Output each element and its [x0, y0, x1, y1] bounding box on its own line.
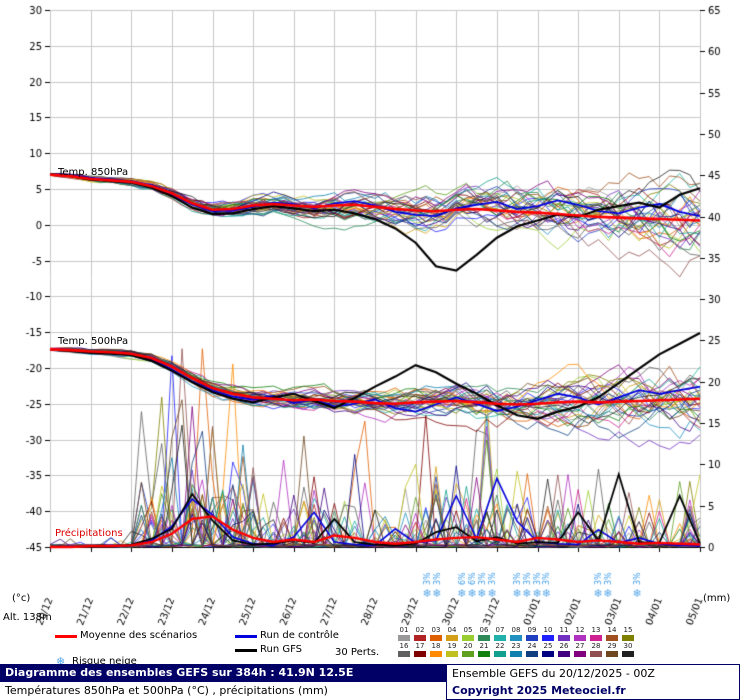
pert-number: 01 — [399, 626, 409, 634]
pert-number: 10 — [543, 626, 553, 634]
pert-color-swatch — [478, 635, 490, 641]
altitude-label: Alt. 138m — [3, 612, 52, 623]
pert-color-swatch — [526, 651, 538, 657]
pert-number: 14 — [607, 626, 617, 634]
pert-color-swatch — [558, 635, 570, 641]
pert-color-swatch — [430, 651, 442, 657]
pert-number: 18 — [431, 642, 441, 650]
pert-number: 29 — [607, 642, 617, 650]
pert-number: 05 — [463, 626, 473, 634]
temp-500-label: Temp. 500hPa — [58, 336, 129, 347]
right-axis-unit: (mm) — [703, 593, 731, 604]
diagram-title: Diagramme des ensembles GEFS sur 384h : … — [0, 664, 446, 682]
pert-number: 15 — [623, 626, 633, 634]
pert-number: 09 — [527, 626, 537, 634]
pert-number: 25 — [543, 642, 553, 650]
pert-color-swatch — [430, 635, 442, 641]
pert-number: 17 — [415, 642, 425, 650]
pert-color-swatch — [526, 635, 538, 641]
precipitations-label: Précipitations — [55, 528, 123, 539]
legend-perts-label: 30 Perts. — [335, 647, 380, 658]
pert-color-swatch — [510, 635, 522, 641]
perturbations-legend: 01 02 03 04 05 06 07 08 09 10 11 12 13 14 15 16 17 18 19 20… — [397, 626, 643, 662]
pert-color-swatch — [510, 651, 522, 657]
pert-color-swatch — [414, 635, 426, 641]
gfs-line-swatch — [235, 649, 257, 652]
pert-number: 19 — [447, 642, 457, 650]
pert-number: 23 — [511, 642, 521, 650]
pert-color-swatch — [558, 651, 570, 657]
pert-color-swatch — [574, 635, 586, 641]
legend-mean-label: Moyenne des scénarios — [80, 630, 198, 641]
pert-color-swatch — [398, 635, 410, 641]
copyright: Copyright 2025 Meteociel.fr — [447, 682, 739, 699]
pert-number: 27 — [575, 642, 585, 650]
pert-number: 30 — [623, 642, 633, 650]
pert-number: 02 — [415, 626, 425, 634]
pert-number: 21 — [479, 642, 489, 650]
pert-number: 28 — [591, 642, 601, 650]
pert-color-swatch — [542, 635, 554, 641]
pert-color-swatch — [462, 651, 474, 657]
ensemble-chart-canvas — [0, 0, 740, 634]
snowflake-icon: ❄ — [56, 655, 66, 668]
pert-color-swatch — [414, 651, 426, 657]
legend-gfs-label: Run GFS — [260, 644, 303, 655]
pert-color-swatch — [606, 635, 618, 641]
pert-color-swatch — [446, 651, 458, 657]
pert-color-swatch — [574, 651, 586, 657]
pert-number: 13 — [591, 626, 601, 634]
pert-number: 20 — [463, 642, 473, 650]
pert-color-swatch — [494, 635, 506, 641]
pert-color-swatch — [622, 651, 634, 657]
legend-control-label: Run de contrôle — [260, 630, 339, 641]
pert-number: 04 — [447, 626, 457, 634]
pert-color-swatch — [478, 651, 490, 657]
pert-number: 11 — [559, 626, 569, 634]
diagram-subtitle: Températures 850hPa et 500hPa (°C) , pré… — [0, 682, 446, 700]
pert-color-swatch — [606, 651, 618, 657]
legend-snow-label: Risque neige — [72, 656, 137, 667]
footer-right: Ensemble GEFS du 20/12/2025 - 00Z Copyri… — [446, 664, 740, 700]
pert-color-swatch — [590, 635, 602, 641]
pert-number: 26 — [559, 642, 569, 650]
temp-850-label: Temp. 850hPa — [58, 167, 129, 178]
run-info: Ensemble GEFS du 20/12/2025 - 00Z — [447, 665, 739, 682]
pert-color-swatch — [398, 651, 410, 657]
control-line-swatch — [235, 635, 257, 638]
pert-number: 03 — [431, 626, 441, 634]
pert-color-swatch — [494, 651, 506, 657]
pert-color-swatch — [622, 635, 634, 641]
pert-number: 16 — [399, 642, 409, 650]
pert-number: 08 — [511, 626, 521, 634]
pert-color-swatch — [542, 651, 554, 657]
pert-number: 06 — [479, 626, 489, 634]
pert-color-swatch — [590, 651, 602, 657]
pert-number: 22 — [495, 642, 505, 650]
pert-color-swatch — [446, 635, 458, 641]
pert-color-swatch — [462, 635, 474, 641]
footer: Diagramme des ensembles GEFS sur 384h : … — [0, 664, 740, 700]
pert-number: 07 — [495, 626, 505, 634]
mean-line-swatch — [55, 635, 77, 638]
pert-number: 12 — [575, 626, 585, 634]
footer-left: Diagramme des ensembles GEFS sur 384h : … — [0, 664, 446, 700]
pert-number: 24 — [527, 642, 537, 650]
left-axis-unit: (°c) — [12, 593, 31, 604]
